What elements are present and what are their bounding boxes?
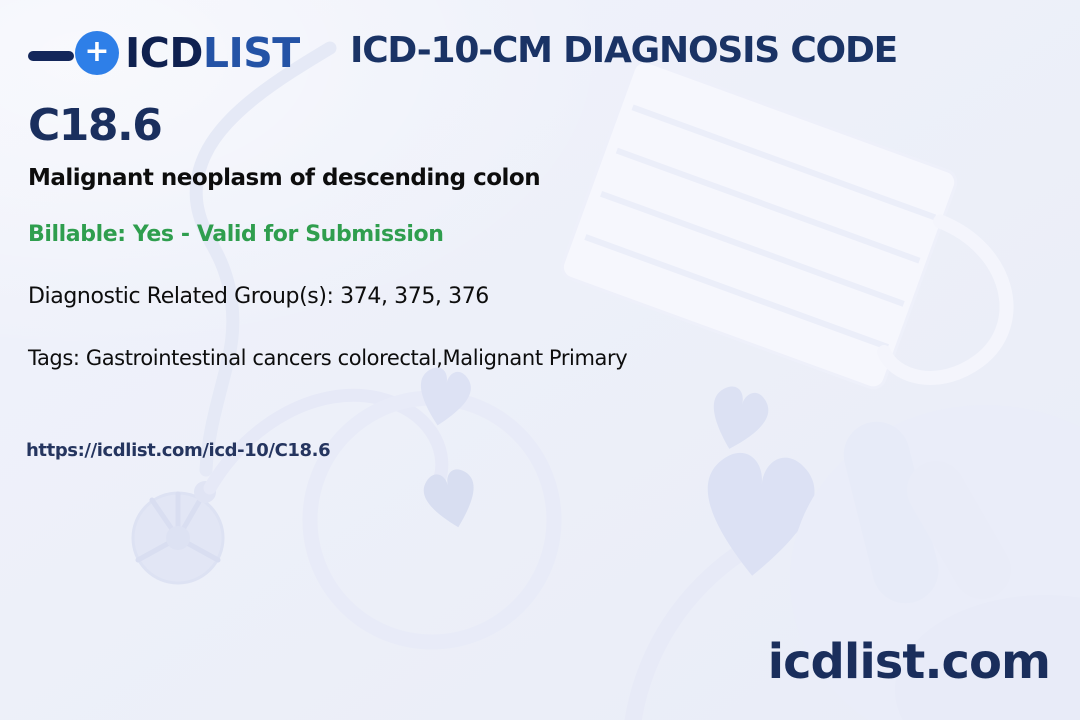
footer-site-name: icdlist.com [767, 634, 1051, 690]
diagnostic-related-groups: Diagnostic Related Group(s): 374, 375, 3… [28, 284, 489, 309]
tags-line: Tags: Gastrointestinal cancers colorecta… [28, 346, 628, 370]
logo-text-list: LIST [202, 28, 300, 77]
page-url: https://icdlist.com/icd-10/C18.6 [26, 440, 331, 461]
page-title: ICD-10-CM DIAGNOSIS CODE [350, 30, 898, 71]
site-logo: + ICD LIST [28, 28, 300, 78]
billable-status: Billable: Yes - Valid for Submission [28, 222, 444, 247]
diagnosis-code: C18.6 [28, 100, 163, 151]
logo-dash-icon [28, 51, 74, 61]
plus-circle-icon: + [75, 31, 119, 75]
diagnosis-description: Malignant neoplasm of descending colon [28, 165, 541, 191]
logo-text-icd: ICD [125, 28, 203, 77]
logo-wordmark: ICD LIST [125, 28, 300, 77]
plus-icon: + [84, 33, 110, 69]
